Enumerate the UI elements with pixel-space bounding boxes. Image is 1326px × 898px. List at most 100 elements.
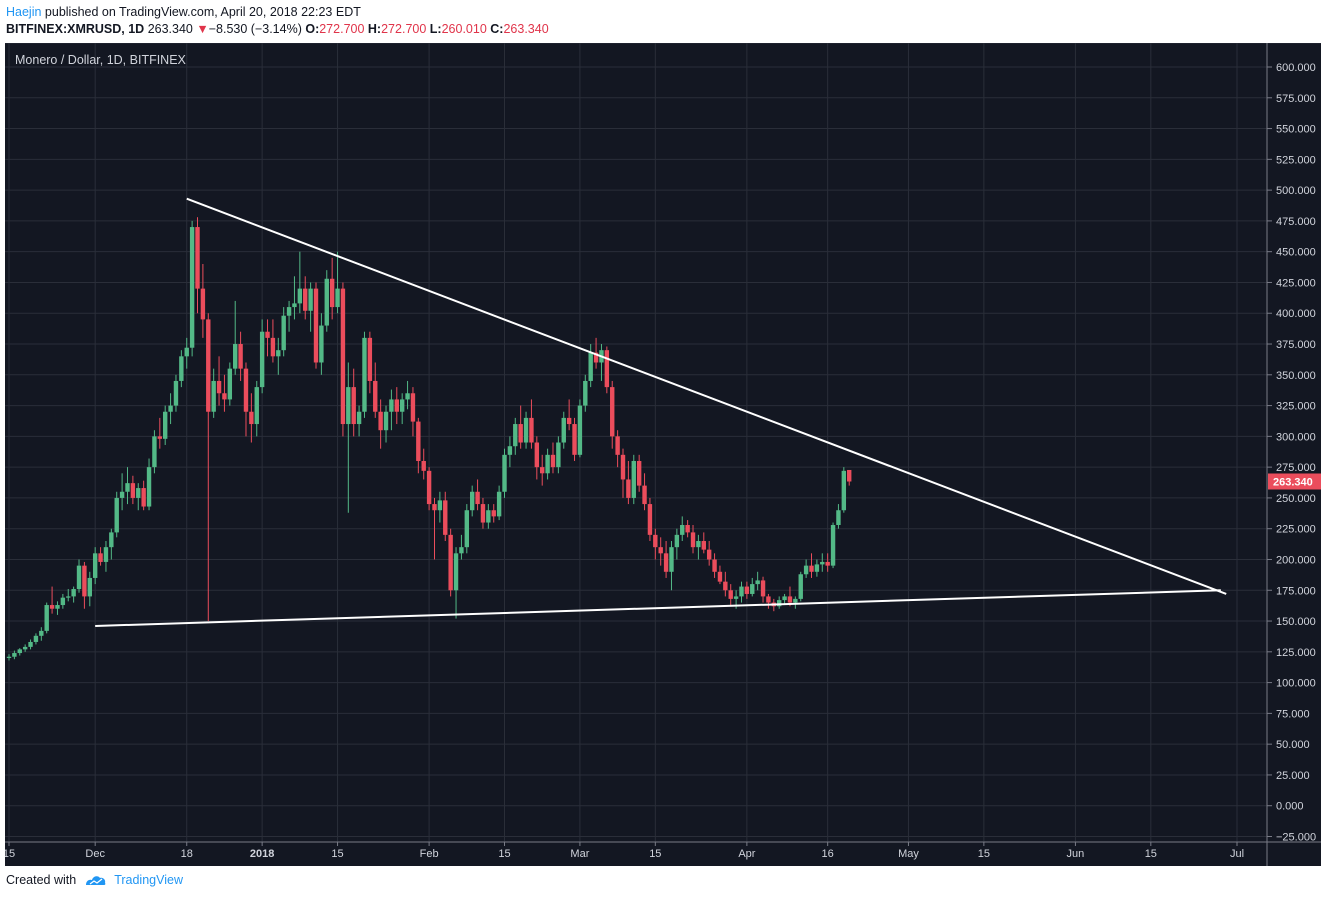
trendline-upper[interactable] <box>186 197 1227 595</box>
price-change: −8.530 (−3.14%) <box>208 22 302 36</box>
price-tick-label: 250.000 <box>1276 493 1316 505</box>
time-tick-label: 18 <box>181 848 193 860</box>
chart-title: Monero / Dollar, 1D, BITFINEX <box>15 53 187 67</box>
tradingview-logo-icon[interactable] <box>84 873 108 887</box>
candle-body <box>173 380 179 406</box>
candle-body <box>766 596 771 603</box>
candle-body <box>723 581 728 591</box>
candle-body <box>561 417 566 443</box>
candle-body <box>394 399 399 412</box>
candle-body <box>281 315 286 351</box>
candle-body <box>114 497 119 533</box>
candle-body <box>222 393 227 400</box>
candle-body <box>513 424 518 447</box>
candle-body <box>329 278 335 308</box>
close-value: 263.340 <box>503 22 549 36</box>
time-tick-label: 2018 <box>250 848 274 860</box>
candle-body <box>119 491 125 498</box>
candle-body <box>55 605 60 609</box>
price-tick-label: 175.000 <box>1276 585 1316 597</box>
candle-body <box>351 387 356 425</box>
candle-body <box>680 525 685 535</box>
candle-body <box>540 467 545 474</box>
candle-body <box>92 553 98 578</box>
candle-body <box>17 649 22 654</box>
candle-body <box>663 553 669 572</box>
candle-body <box>744 586 750 594</box>
candle-body <box>265 331 270 338</box>
candle-body <box>760 580 766 597</box>
candle-body <box>820 561 825 565</box>
candle-body <box>620 454 626 480</box>
price-tick-label: −25.000 <box>1276 832 1316 844</box>
candle-body <box>259 331 265 388</box>
candle-body <box>308 288 313 311</box>
candle-body <box>701 541 706 550</box>
candle-body <box>453 553 459 591</box>
price-tick-label: 125.000 <box>1276 647 1316 659</box>
price-tick-label: 475.000 <box>1276 216 1316 228</box>
candle-body <box>825 561 830 566</box>
candle-body <box>421 460 426 471</box>
candle-body <box>437 500 443 511</box>
candle-body <box>157 436 163 439</box>
candle-body <box>658 547 663 554</box>
candle-body <box>577 405 583 455</box>
candle-body <box>324 278 329 326</box>
candle-body <box>60 597 66 606</box>
price-tick-label: 50.000 <box>1276 739 1310 751</box>
symbol-label: BITFINEX:XMRUSD, 1D <box>6 22 145 36</box>
time-tick-label: Dec <box>85 848 105 860</box>
price-tick-label: 300.000 <box>1276 431 1316 443</box>
trendlines[interactable] <box>95 197 1227 627</box>
candle-body <box>152 436 157 468</box>
high-label: H: <box>367 22 382 36</box>
price-tick-label: 500.000 <box>1276 185 1316 197</box>
candle-body <box>249 411 254 425</box>
candle-body <box>750 584 755 594</box>
candle-body <box>383 411 389 431</box>
chart-area[interactable]: 600.000 575.000 550.000 525.000 500.000 475.0… <box>5 43 1321 866</box>
candle-body <box>717 571 723 582</box>
candle-body <box>593 352 599 363</box>
price-axis[interactable]: 600.000 575.000 550.000 525.000 500.000 475.0… <box>1266 43 1321 866</box>
candle-body <box>373 380 378 412</box>
candle-body <box>66 596 71 598</box>
candle-body <box>728 590 733 599</box>
price-tick-label: 450.000 <box>1276 247 1316 259</box>
candle-body <box>809 565 814 572</box>
candle-body <box>141 488 146 507</box>
candle-body <box>534 442 540 468</box>
candle-body <box>550 454 556 468</box>
candle-body <box>33 635 39 642</box>
candle-body <box>216 380 222 394</box>
candle-body <box>615 436 620 455</box>
candle-body <box>227 368 233 400</box>
candle-body <box>814 564 820 572</box>
publish-info: Haejin published on TradingView.com, Apr… <box>6 4 361 20</box>
candle-body <box>793 598 798 603</box>
candle-body <box>653 534 658 548</box>
price-tick-label: 275.000 <box>1276 462 1316 474</box>
author-link[interactable]: Haejin <box>6 5 42 19</box>
candle-body <box>432 504 437 511</box>
candle-body <box>631 460 636 498</box>
candles <box>6 217 852 661</box>
trendline-lower[interactable] <box>95 589 1221 627</box>
tradingview-link[interactable]: TradingView <box>114 873 183 887</box>
time-tick-label: 15 <box>5 848 15 860</box>
candle-body <box>674 534 680 548</box>
time-tick-label: 15 <box>649 848 661 860</box>
price-tick-label: 575.000 <box>1276 93 1316 105</box>
candle-body <box>297 288 303 304</box>
time-axis[interactable]: 15 Dec 18 2018 15 Feb 15 Mar 15 Apr 16 May 15 Jun 15 Ju… <box>5 841 1321 860</box>
candle-body <box>109 532 114 548</box>
candle-body <box>475 491 480 505</box>
candle-body <box>443 500 448 535</box>
price-chart[interactable]: 600.000 575.000 550.000 525.000 500.000 475.0… <box>5 43 1321 866</box>
candle-body <box>776 600 782 607</box>
candle-body <box>189 227 195 348</box>
candle-body <box>448 534 453 591</box>
price-tick-label: 375.000 <box>1276 339 1316 351</box>
candle-body <box>610 387 615 437</box>
